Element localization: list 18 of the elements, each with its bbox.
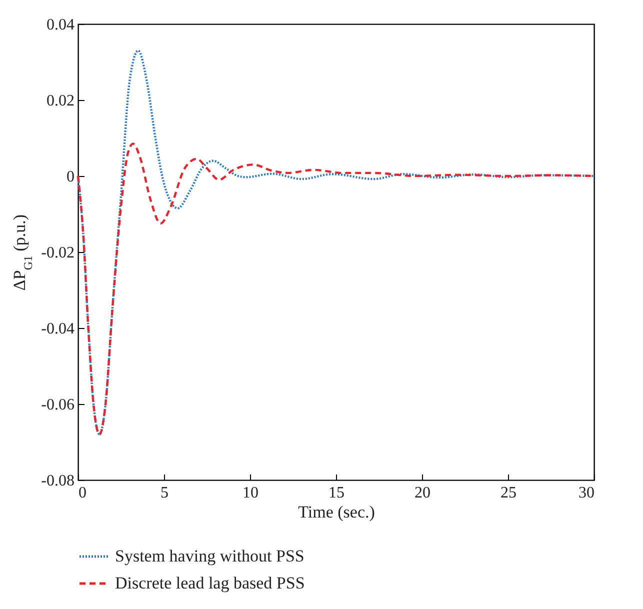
y-tick-label: -0.06 <box>41 396 74 414</box>
x-tick-label: 30 <box>578 484 594 502</box>
x-tick-label: 0 <box>78 484 86 502</box>
y-tick-label: 0.02 <box>46 92 74 110</box>
x-tick-label: 10 <box>242 484 258 502</box>
y-tick-label: 0 <box>66 168 74 186</box>
legend-label: System having without PSS <box>115 546 304 566</box>
line-series <box>76 50 596 436</box>
y-tick-label: -0.04 <box>41 320 74 338</box>
x-tick-label: 15 <box>328 484 344 502</box>
x-tick-label: 20 <box>414 484 430 502</box>
x-axis-title: Time (sec.) <box>298 502 375 522</box>
y-tick-label: -0.08 <box>41 472 74 490</box>
y-tick-label: -0.02 <box>41 244 74 262</box>
legend-label: Discrete lead lag based PSS <box>115 574 305 592</box>
y-tick-label: 0.04 <box>46 16 74 34</box>
x-tick-label: 5 <box>160 484 168 502</box>
x-tick-label: 25 <box>500 484 516 502</box>
